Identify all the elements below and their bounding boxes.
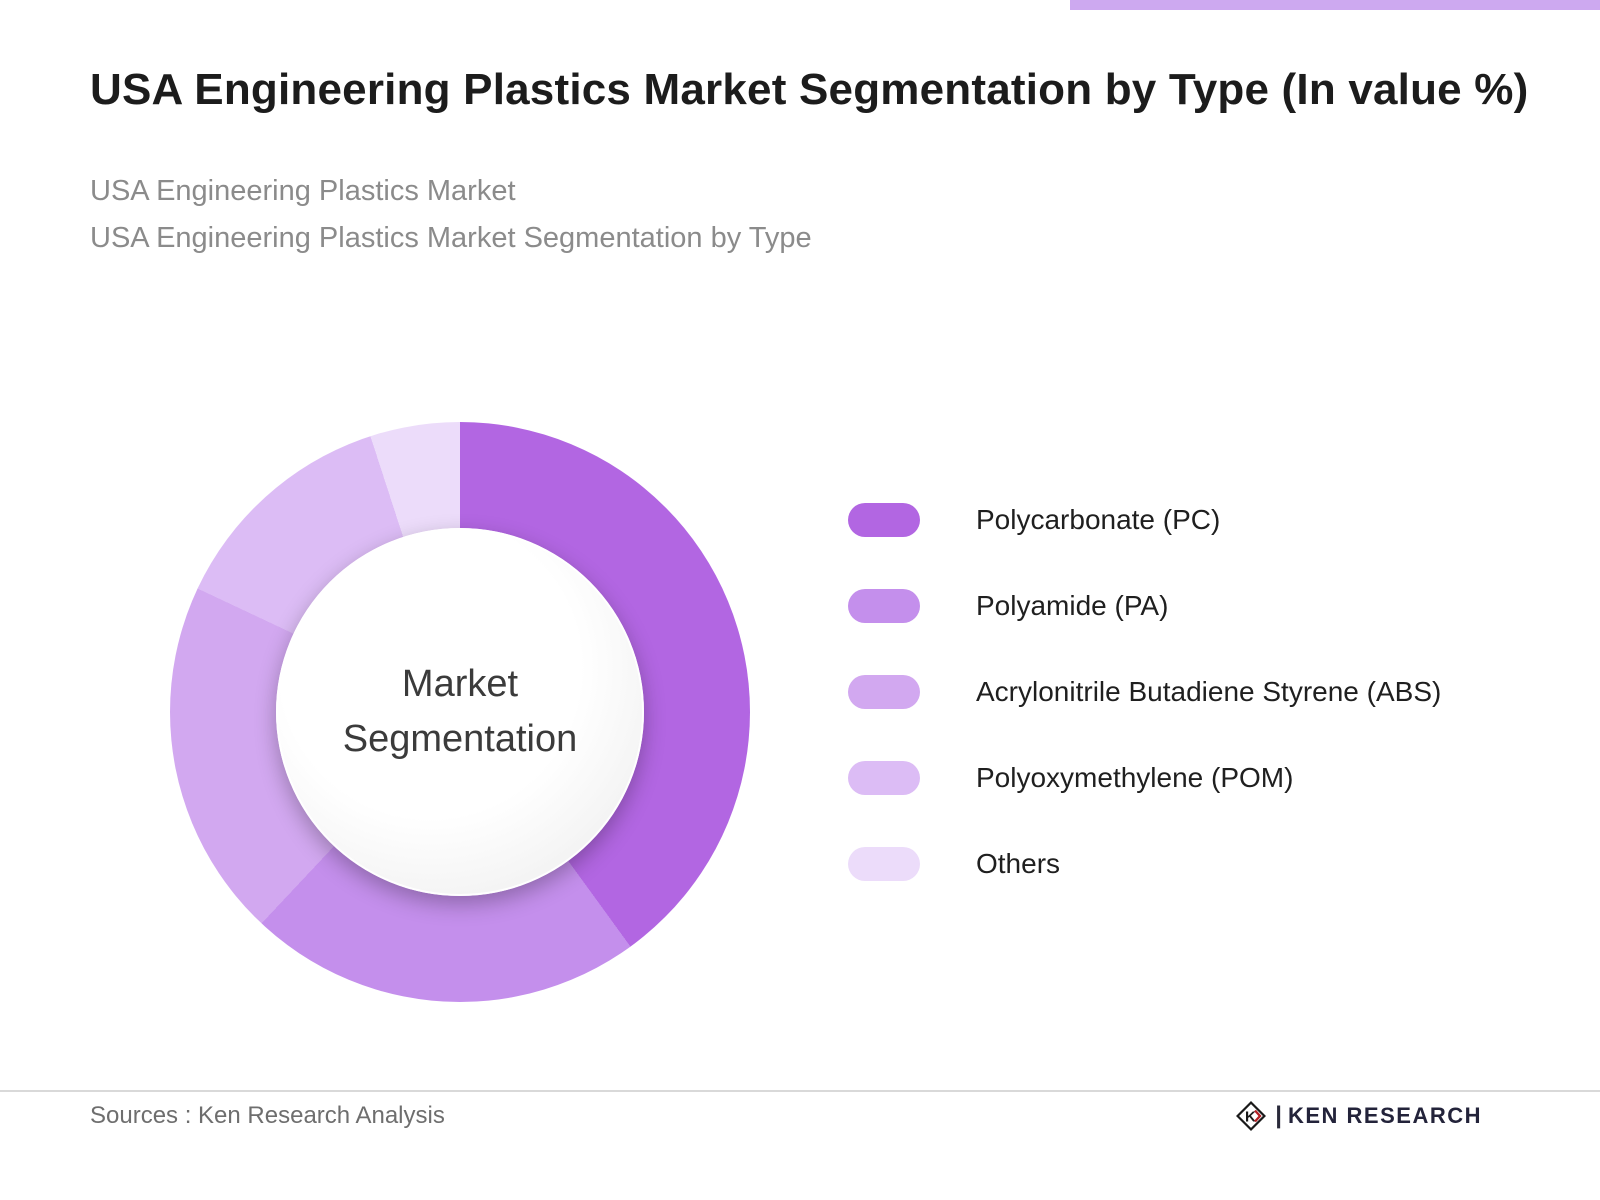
source-text: Sources : Ken Research Analysis <box>90 1102 445 1129</box>
brand-separator: | <box>1275 1102 1282 1129</box>
legend-label: Polycarbonate (PC) <box>976 504 1221 535</box>
subtitle-market: USA Engineering Plastics Market <box>90 175 516 208</box>
brand-name: KEN RESEARCH <box>1287 1103 1482 1128</box>
brand-logo: K | KEN RESEARCH <box>1235 1100 1482 1132</box>
legend-swatch <box>848 503 920 537</box>
legend-swatch <box>848 847 920 881</box>
legend-item-polyamide: Polyamide (PA) <box>848 588 1441 624</box>
donut-center-circle: Market Segmentation <box>276 528 644 896</box>
legend-item-abs: Acrylonitrile Butadiene Styrene (ABS) <box>848 674 1441 710</box>
legend-swatch <box>848 675 920 709</box>
donut-center-label: Market Segmentation <box>342 662 578 760</box>
legend-label: Polyoxymethylene (POM) <box>976 762 1294 793</box>
chart-area: Market Segmentation Polycarbonate (PC) P… <box>0 400 1600 1040</box>
page-header: USA Engineering Plastics Market Segmenta… <box>90 56 1530 262</box>
top-accent-bar <box>1070 0 1600 10</box>
subtitle-segmentation: USA Engineering Plastics Market Segmenta… <box>90 222 812 255</box>
page-title: USA Engineering Plastics Market Segmenta… <box>90 65 1529 114</box>
svg-text:K: K <box>1245 1109 1256 1126</box>
footer-divider <box>0 1090 1600 1092</box>
legend-label: Others <box>976 848 1061 879</box>
legend-label: Polyamide (PA) <box>976 590 1169 621</box>
chart-legend: Polycarbonate (PC) Polyamide (PA) Acrylo… <box>848 502 1441 882</box>
legend-item-polycarbonate: Polycarbonate (PC) <box>848 502 1441 538</box>
legend-item-pom: Polyoxymethylene (POM) <box>848 760 1441 796</box>
legend-item-others: Others <box>848 846 1441 882</box>
legend-swatch <box>848 589 920 623</box>
legend-swatch <box>848 761 920 795</box>
legend-label: Acrylonitrile Butadiene Styrene (ABS) <box>976 676 1442 707</box>
donut-chart: Market Segmentation <box>170 422 750 1002</box>
ken-research-diamond-icon: K <box>1236 1101 1267 1131</box>
page-subtitles: USA Engineering Plastics Market USA Engi… <box>90 168 1530 262</box>
